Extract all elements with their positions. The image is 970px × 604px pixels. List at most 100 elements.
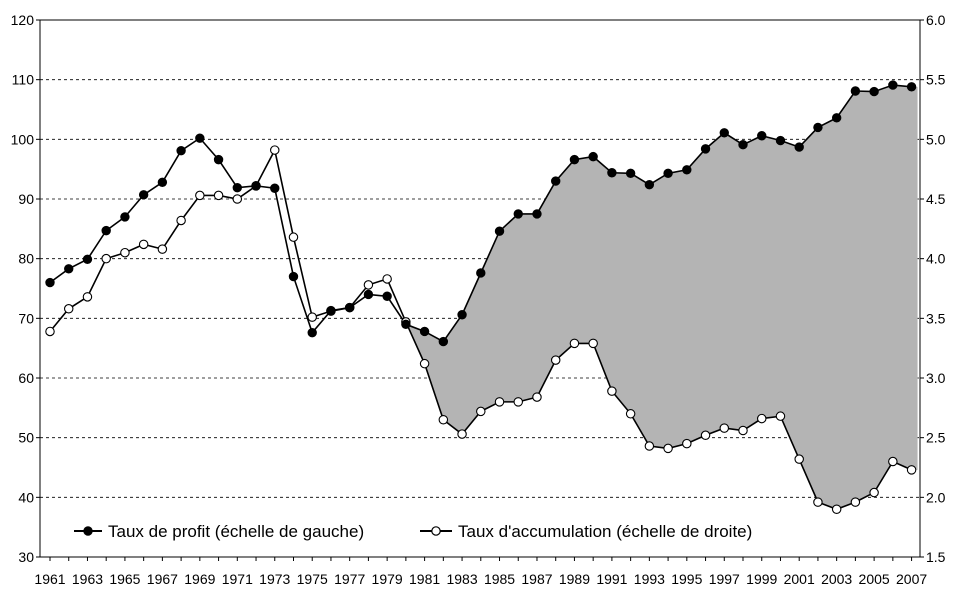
point-accumulation: [813, 497, 823, 507]
point-accumulation: [625, 409, 636, 419]
y-left-tick-label: 40: [18, 489, 34, 505]
point-accumulation: [775, 411, 786, 421]
point-accumulation: [363, 280, 374, 290]
y-left-tick-label: 80: [18, 251, 34, 267]
y-right-tick-label: 1.5: [926, 549, 946, 565]
x-tick-label: 1981: [409, 571, 440, 587]
series-lines: [45, 80, 917, 515]
point-profit: [850, 86, 861, 96]
point-accumulation: [738, 425, 748, 436]
y-right-tick-label: 5.0: [926, 131, 946, 147]
point-accumulation: [232, 194, 243, 204]
point-accumulation: [831, 504, 842, 515]
point-accumulation: [644, 441, 655, 451]
point-profit: [551, 176, 561, 186]
point-profit: [270, 183, 280, 193]
point-accumulation: [101, 253, 111, 264]
point-profit: [888, 80, 898, 90]
x-tick-label: 1985: [484, 571, 515, 587]
point-accumulation: [63, 304, 74, 314]
point-accumulation: [157, 244, 168, 254]
point-profit: [588, 151, 598, 162]
point-profit: [906, 82, 917, 92]
point-profit: [869, 86, 879, 97]
point-profit: [288, 271, 299, 282]
point-accumulation: [288, 232, 299, 242]
x-tick-label: 1987: [521, 571, 552, 587]
point-accumulation: [550, 355, 561, 365]
point-profit: [157, 177, 168, 187]
point-accumulation: [82, 292, 93, 302]
point-profit: [307, 327, 317, 338]
y-right-tick-label: 2.0: [926, 489, 946, 505]
point-accumulation: [756, 413, 767, 424]
point-profit: [569, 154, 580, 165]
point-profit: [232, 182, 243, 193]
point-profit: [120, 212, 130, 222]
legend: Taux de profit (échelle de gauche) Taux …: [74, 522, 752, 541]
point-profit: [607, 168, 617, 178]
y-right-tick-label: 4.0: [926, 251, 946, 267]
point-accumulation: [45, 326, 55, 337]
point-profit: [738, 140, 748, 150]
point-profit: [494, 226, 505, 236]
legend-label-accumulation: Taux d'accumulation (échelle de droite): [458, 522, 752, 541]
point-accumulation: [382, 274, 392, 284]
point-accumulation: [120, 247, 130, 258]
point-accumulation: [607, 386, 617, 396]
x-tick-label: 1993: [634, 571, 665, 587]
point-accumulation: [700, 430, 711, 441]
x-tick-label: 1963: [72, 571, 103, 587]
point-profit: [382, 291, 392, 301]
y-left-tick-label: 110: [12, 72, 35, 88]
axes: 30 40 50 60 70 80 90 100 110 120 1.5 2.0 2.5 3.0 3.5 4.…: [11, 12, 946, 587]
x-tick-label: 1969: [184, 571, 215, 587]
x-tick-label: 1973: [259, 571, 290, 587]
x-tick-label: 1997: [709, 571, 740, 587]
point-profit: [82, 254, 93, 264]
point-accumulation: [906, 465, 917, 475]
point-accumulation: [794, 454, 804, 464]
y-right-tick-label: 4.5: [926, 191, 946, 207]
point-profit: [457, 310, 467, 320]
x-tick-label: 1999: [746, 571, 777, 587]
point-accumulation: [663, 443, 673, 454]
point-accumulation: [513, 397, 523, 407]
point-profit: [176, 145, 186, 156]
point-profit: [138, 190, 149, 200]
x-tick-label: 1989: [559, 571, 590, 587]
x-tick-label: 1995: [671, 571, 702, 587]
point-profit: [700, 144, 711, 154]
point-profit: [757, 131, 767, 141]
y-left-tick-label: 50: [18, 430, 34, 446]
point-accumulation: [494, 397, 505, 407]
x-tick-label: 1961: [34, 571, 65, 587]
point-profit: [363, 289, 374, 300]
point-profit: [326, 305, 336, 316]
point-accumulation: [869, 487, 879, 498]
legend-marker-accumulation: [431, 526, 441, 536]
point-profit: [625, 168, 636, 179]
x-tick-label: 1965: [109, 571, 140, 587]
point-profit: [682, 165, 692, 175]
y-right-tick-label: 5.5: [926, 72, 946, 88]
x-tick-label: 1971: [222, 571, 253, 587]
gap-shading: [405, 85, 918, 510]
point-accumulation: [307, 312, 317, 322]
legend-label-profit: Taux de profit (échelle de gauche): [108, 522, 364, 541]
point-profit: [401, 319, 411, 329]
point-profit: [344, 302, 355, 313]
point-profit: [719, 128, 729, 138]
y-left-tick-label: 90: [18, 191, 34, 207]
y-right-tick-label: 3.0: [926, 370, 946, 386]
x-tick-label: 2007: [896, 571, 927, 587]
point-profit: [476, 268, 486, 278]
point-profit: [794, 142, 804, 152]
point-profit: [438, 336, 449, 347]
point-accumulation: [532, 392, 542, 402]
point-profit: [64, 264, 74, 274]
y-left-tick-label: 30: [18, 549, 34, 565]
point-profit: [251, 181, 261, 191]
point-accumulation: [850, 497, 861, 507]
